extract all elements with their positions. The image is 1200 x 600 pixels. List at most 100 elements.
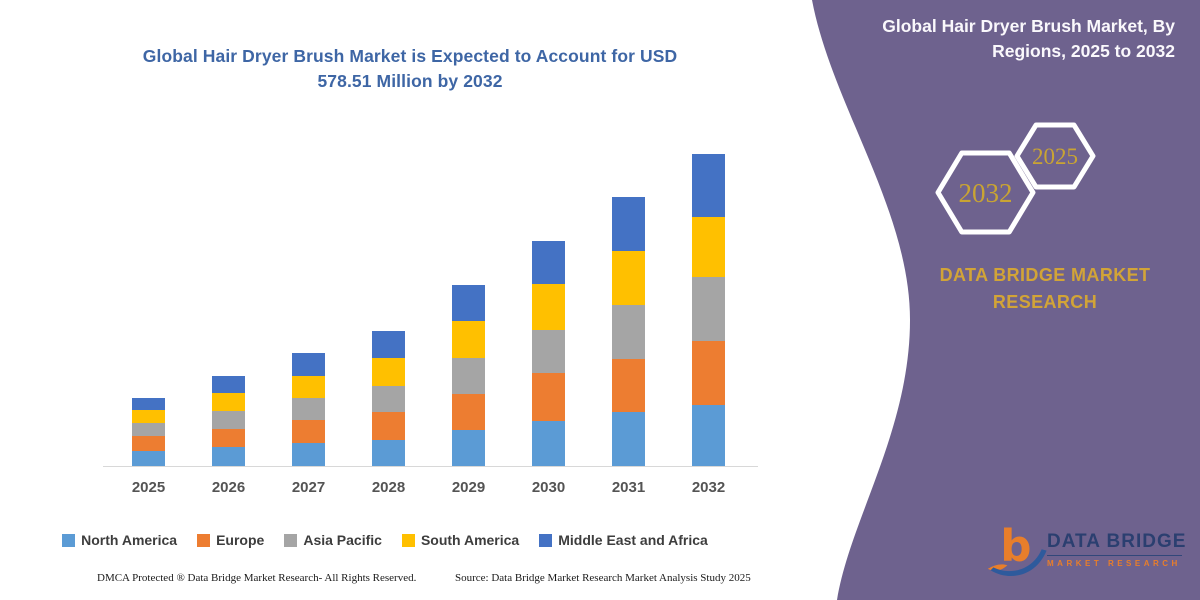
panel-brand-text: DATA BRIDGE MARKET RESEARCH: [880, 262, 1200, 316]
logo-b-glyph: b: [1000, 521, 1031, 571]
bar-segment-south-america-2025: [132, 409, 165, 423]
bar-segment-asia-pacific-2030: [532, 330, 565, 374]
logo-sub-line: MARKET RESEARCH: [1047, 559, 1181, 568]
bar-segment-north-america-2027: [292, 442, 325, 466]
bar-segment-north-america-2031: [612, 411, 645, 466]
bar-segment-south-america-2026: [212, 392, 245, 411]
legend-label-south-america: South America: [420, 532, 520, 548]
bar-segment-europe-2028: [372, 411, 405, 440]
copyright-text: DMCA Protected ® Data Bridge Market Rese…: [97, 572, 417, 584]
bar-segment-asia-pacific-2029: [452, 358, 485, 395]
legend-label-asia-pacific: Asia Pacific: [303, 532, 382, 548]
bar-segment-middle-east-and-africa-2027: [292, 352, 325, 377]
x-axis-line: [103, 466, 758, 467]
logo-navy-swoosh: [990, 549, 1047, 577]
bar-segment-south-america-2030: [532, 283, 565, 331]
bar-2032: [692, 154, 725, 466]
bar-segment-south-america-2029: [452, 321, 485, 359]
chart-title-line1: Global Hair Dryer Brush Market is Expect…: [142, 46, 678, 66]
bar-2026: [212, 375, 245, 466]
bar-segment-europe-2027: [292, 419, 325, 443]
legend-swatch-europe: [197, 533, 211, 547]
bar-segment-asia-pacific-2026: [212, 411, 245, 429]
bar-segment-middle-east-and-africa-2028: [372, 330, 405, 358]
legend-swatch-middle-east-and-africa: [539, 533, 553, 547]
x-axis-label-2025: 2025: [131, 479, 166, 496]
bar-segment-europe-2032: [692, 341, 725, 406]
panel-title-line1: Global Hair Dryer Brush Market, By: [882, 16, 1175, 36]
bar-segment-south-america-2031: [612, 250, 645, 305]
dbmr-logo-text: DATA BRIDGE MARKET RESEARCH: [1047, 531, 1185, 568]
purple-swoosh-shape: [812, 0, 1200, 600]
bar-2025: [132, 397, 165, 466]
bar-segment-asia-pacific-2027: [292, 397, 325, 420]
panel-title: Global Hair Dryer Brush Market, By Regio…: [845, 14, 1175, 63]
x-axis-label-2031: 2031: [611, 479, 646, 496]
bar-segment-middle-east-and-africa-2032: [692, 154, 725, 218]
source-text: Source: Data Bridge Market Research Mark…: [455, 572, 751, 584]
bar-segment-middle-east-and-africa-2025: [132, 397, 165, 410]
bar-2029: [452, 285, 485, 466]
year-2025-label: 2025: [1032, 144, 1078, 169]
legend-swatch-south-america: [401, 533, 415, 547]
legend-label-north-america: North America: [81, 532, 178, 548]
year-2032-label: 2032: [959, 178, 1013, 208]
bar-segment-asia-pacific-2025: [132, 422, 165, 437]
bar-segment-south-america-2027: [292, 376, 325, 398]
panel-brand-line2: RESEARCH: [992, 292, 1098, 312]
chart-title: Global Hair Dryer Brush Market is Expect…: [100, 44, 720, 95]
dbmr-logo-icon: b: [987, 521, 1047, 577]
bar-segment-north-america-2029: [452, 430, 485, 466]
dbmr-logo: b DATA BRIDGE MARKET RESEARCH: [985, 515, 1185, 593]
bar-segment-north-america-2026: [212, 447, 245, 466]
bar-segment-north-america-2032: [692, 405, 725, 466]
bar-segment-europe-2025: [132, 436, 165, 451]
legend: North America Europe Asia Pacific South Ame…: [0, 530, 770, 550]
x-axis-label-2029: 2029: [451, 479, 486, 496]
bar-2031: [612, 196, 645, 466]
bar-segment-north-america-2025: [132, 450, 165, 466]
bar-segment-asia-pacific-2031: [612, 304, 645, 359]
bar-segment-asia-pacific-2032: [692, 277, 725, 342]
bar-segment-asia-pacific-2028: [372, 385, 405, 412]
bar-segment-middle-east-and-africa-2031: [612, 196, 645, 251]
legend-item-europe: Europe: [197, 532, 264, 548]
logo-name-line: DATA BRIDGE: [1047, 531, 1185, 556]
legend-swatch-asia-pacific: [284, 533, 298, 547]
legend-label-europe: Europe: [216, 532, 265, 548]
bar-segment-europe-2030: [532, 373, 565, 421]
hexagon-2025-outline: [1014, 122, 1096, 190]
chart-title-line2: 578.51 Million by 2032: [317, 71, 503, 92]
legend-item-middle-east-and-africa: Middle East and Africa: [539, 532, 708, 548]
bar-segment-europe-2031: [612, 358, 645, 412]
bar-2028: [372, 330, 405, 466]
x-axis-label-2030: 2030: [531, 479, 566, 496]
bar-segment-north-america-2030: [532, 420, 565, 466]
hexagon-2032-outline: [935, 150, 1036, 235]
bar-2027: [292, 352, 325, 466]
bar-segment-europe-2026: [212, 428, 245, 448]
x-axis-label-2027: 2027: [291, 479, 326, 496]
bar-2030: [532, 240, 565, 466]
x-axis-label-2026: 2026: [211, 479, 246, 496]
legend-item-south-america: South America: [401, 532, 520, 548]
bar-segment-south-america-2032: [692, 217, 725, 278]
bar-segment-middle-east-and-africa-2026: [212, 375, 245, 393]
legend-item-asia-pacific: Asia Pacific: [284, 532, 382, 548]
panel-brand-line1: DATA BRIDGE MARKET: [939, 265, 1151, 285]
x-axis-label-2028: 2028: [371, 479, 406, 496]
bar-segment-middle-east-and-africa-2029: [452, 285, 485, 322]
bar-segment-europe-2029: [452, 394, 485, 431]
legend-label-middle-east-and-africa: Middle East and Africa: [558, 532, 708, 548]
legend-swatch-north-america: [62, 533, 76, 547]
bar-segment-south-america-2028: [372, 357, 405, 386]
year-hexagons: 2032 2025: [935, 122, 1096, 235]
bar-segment-middle-east-and-africa-2030: [532, 240, 565, 284]
plot-area: 2025 2026 2027 2028 2029 2030 2031 2032: [0, 140, 770, 510]
bar-segment-north-america-2028: [372, 439, 405, 466]
legend-item-north-america: North America: [62, 532, 177, 548]
x-axis-label-2032: 2032: [691, 479, 726, 496]
panel-title-line2: Regions, 2025 to 2032: [992, 40, 1175, 61]
purple-panel-background: [812, 0, 1200, 600]
